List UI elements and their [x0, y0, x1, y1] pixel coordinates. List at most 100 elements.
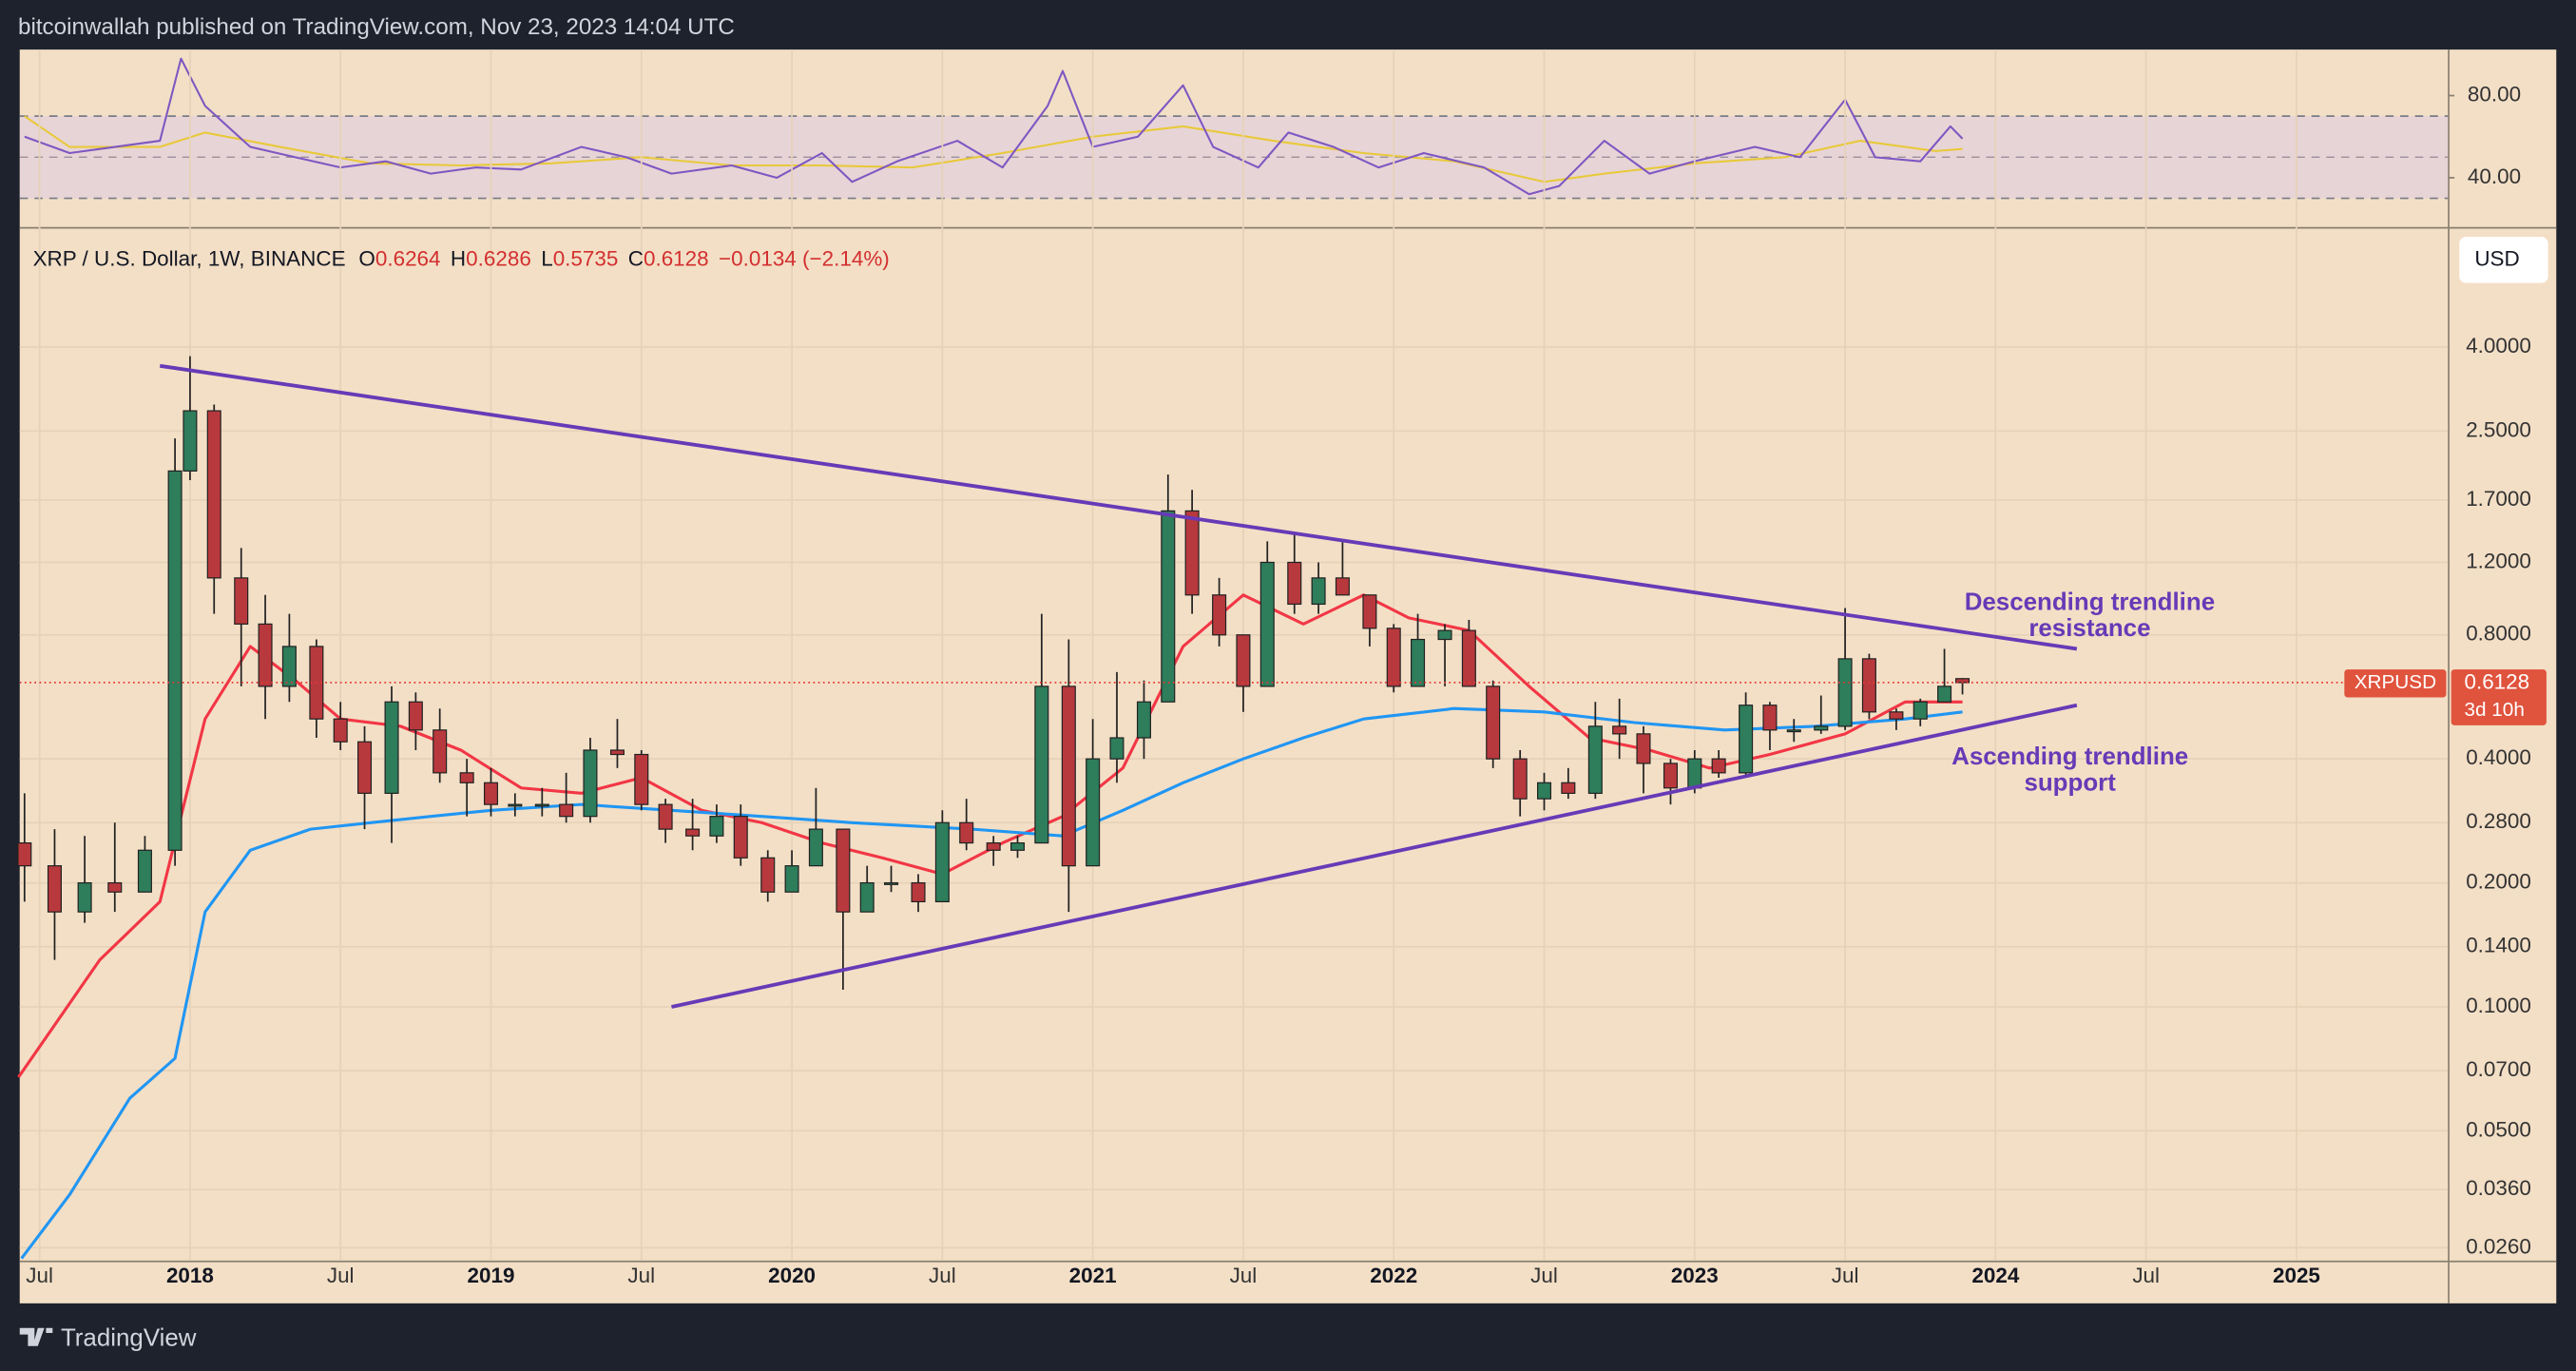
ticker-label: XRPUSD [2355, 671, 2436, 693]
candle-body [1861, 658, 1876, 713]
candle-body [1311, 577, 1326, 606]
x-tick-label: Jul [2132, 1264, 2160, 1287]
candle-body [836, 828, 851, 913]
y-tick-label: 0.0500 [2466, 1117, 2531, 1141]
candle-body [1161, 510, 1176, 703]
candle-body [1034, 686, 1049, 844]
candle-body [1061, 686, 1076, 867]
trendline [159, 363, 2078, 651]
header-title: bitcoinwallah published on TradingView.c… [18, 14, 735, 40]
x-tick-label: Jul [1530, 1264, 1558, 1287]
logo: TradingView [19, 1325, 197, 1352]
candle-body [107, 881, 123, 893]
candle-body [1287, 561, 1302, 606]
last-price-box [2451, 669, 2547, 725]
candle-body [1512, 758, 1528, 800]
logo-mark [19, 1327, 53, 1346]
candle-body [1212, 594, 1227, 636]
x-tick-label: 2019 [468, 1264, 515, 1287]
legend-item: H [451, 246, 466, 270]
candle-body [77, 881, 92, 913]
candle-body [206, 410, 221, 579]
candle-body [1913, 701, 1928, 720]
candle-body [1184, 510, 1200, 596]
candle-body [1109, 737, 1125, 760]
legend-item: O [358, 246, 375, 270]
legend-item: L [541, 246, 553, 270]
rsi-tick-label: 80.00 [2468, 82, 2521, 106]
candle-body [1687, 758, 1702, 789]
candle-body [459, 772, 474, 783]
candle-body [634, 753, 649, 805]
countdown-label: 3d 10h [2464, 699, 2524, 721]
candle-body [17, 841, 32, 867]
annotation: support [2024, 770, 2116, 797]
y-tick-label: 0.4000 [2466, 745, 2531, 769]
candle-body [1786, 729, 1801, 733]
x-tick-label: 2022 [1370, 1264, 1417, 1287]
x-tick-label: 2024 [1971, 1264, 2019, 1287]
candle-body [1386, 628, 1401, 687]
candle-body [559, 803, 574, 818]
candle-body [1739, 705, 1754, 774]
annotation: resistance [2028, 615, 2150, 642]
candle-body [1937, 686, 1952, 703]
y-tick-label: 0.1400 [2466, 934, 2531, 957]
x-tick-label: Jul [929, 1264, 956, 1287]
candle-body [1136, 701, 1151, 739]
candle-body [258, 623, 273, 687]
candle-body [1437, 629, 1452, 641]
candle-body [1663, 763, 1678, 789]
candle-body [583, 749, 598, 818]
y-tick-label: 0.2000 [2466, 870, 2531, 894]
candle-body [709, 816, 724, 837]
candle-body [1411, 638, 1426, 687]
trendline [671, 703, 2078, 1009]
candle-body [959, 821, 974, 844]
candle-body [1536, 782, 1552, 800]
candle-body [433, 729, 448, 774]
x-tick-label: 2025 [2273, 1264, 2320, 1287]
candle-body [1335, 577, 1350, 596]
logo-text: TradingView [61, 1325, 197, 1352]
rsi-line [24, 57, 1964, 196]
candle-body [760, 857, 776, 893]
y-tick-label: 0.0260 [2466, 1234, 2531, 1258]
x-tick-label: 2018 [166, 1264, 214, 1287]
candle-body [609, 749, 625, 756]
candle-body [137, 849, 152, 893]
candle-body [808, 828, 823, 867]
candle-body [1612, 725, 1627, 735]
candle-body [1009, 841, 1026, 851]
legend-item: 0.6286 [466, 246, 531, 270]
y-tick-label: 0.8000 [2466, 622, 2531, 646]
currency-button-label[interactable]: USD [2474, 246, 2519, 270]
candle-body [859, 881, 875, 913]
annotation: Ascending trendline [1951, 743, 2188, 770]
candle-body [183, 410, 198, 472]
x-tick-label: Jul [327, 1264, 355, 1287]
candle-body [534, 803, 549, 807]
candle-body [1636, 733, 1651, 764]
y-tick-label: 0.2800 [2466, 809, 2531, 833]
currency-button[interactable] [2459, 237, 2548, 283]
candle-body [911, 881, 926, 903]
legend-item: C [628, 246, 644, 270]
x-tick-label: Jul [26, 1264, 53, 1287]
legend-item: 0.6128 [644, 246, 709, 270]
x-tick-label: 2023 [1671, 1264, 1719, 1287]
candle-body [1587, 725, 1603, 794]
x-tick-label: 2021 [1069, 1264, 1117, 1287]
legend-item: 0.5735 [553, 246, 619, 270]
candle-body [47, 865, 62, 913]
ticker-label-box [2344, 669, 2447, 698]
y-tick-label: 0.0700 [2466, 1057, 2531, 1081]
candle-body [1236, 634, 1251, 687]
legend-item: −0.0134 (−2.14%) [719, 246, 890, 270]
candle-body [1814, 725, 1829, 731]
candle-body [281, 646, 297, 687]
candle-body [784, 865, 799, 893]
candle-body [1561, 782, 1576, 794]
